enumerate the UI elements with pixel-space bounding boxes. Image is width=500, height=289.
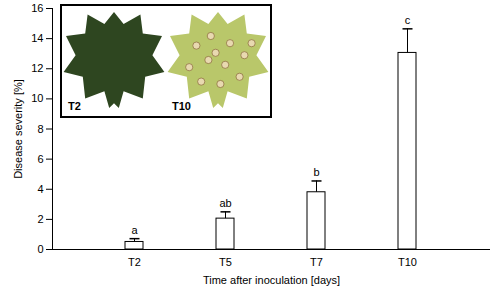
svg-text:6: 6 [37, 153, 43, 165]
svg-text:8: 8 [37, 123, 43, 135]
svg-text:a: a [131, 224, 138, 236]
svg-text:0: 0 [37, 243, 43, 255]
svg-text:T10: T10 [398, 256, 417, 268]
svg-text:Time after inoculation [days]: Time after inoculation [days] [203, 274, 340, 286]
svg-text:T10: T10 [172, 100, 191, 112]
svg-text:2: 2 [37, 213, 43, 225]
svg-text:T7: T7 [310, 256, 323, 268]
svg-text:b: b [313, 166, 319, 178]
svg-text:c: c [405, 14, 411, 26]
svg-text:4: 4 [37, 183, 43, 195]
svg-text:10: 10 [31, 92, 43, 104]
svg-text:Disease severity [%]: Disease severity [%] [12, 79, 24, 179]
svg-text:14: 14 [31, 32, 43, 44]
svg-text:T2: T2 [128, 256, 141, 268]
svg-text:T2: T2 [68, 100, 81, 112]
svg-text:T5: T5 [219, 256, 232, 268]
svg-text:ab: ab [219, 197, 231, 209]
svg-text:16: 16 [31, 2, 43, 14]
svg-text:12: 12 [31, 62, 43, 74]
